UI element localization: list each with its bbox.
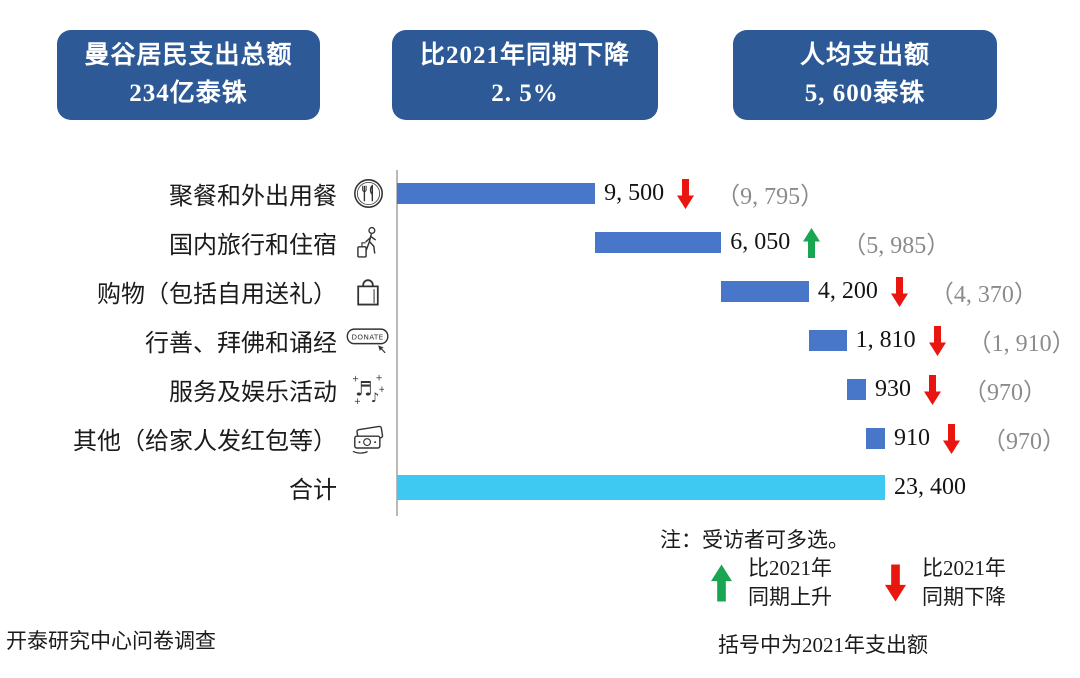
header-box-line2: 234亿泰铢 [129, 80, 248, 107]
previous-year-value: （4, 370） [929, 282, 1038, 308]
value-label: 1, 810 [855, 327, 916, 353]
value-group: 23, 400 [885, 463, 966, 512]
category-label-wrap: 合计 [0, 463, 390, 512]
previous-year-value: （9, 795） [716, 184, 825, 210]
value-label: 4, 200 [817, 278, 878, 304]
chart-axis-line [396, 170, 398, 516]
value-label: 6, 050 [730, 229, 791, 255]
category-label: 购物（包括自用送礼） [97, 282, 337, 308]
category-bar [808, 330, 847, 351]
down-arrow-icon [677, 178, 695, 209]
source-text: 开泰研究中心问卷调查 [6, 629, 216, 653]
up-arrow-icon [711, 562, 732, 604]
category-bar [595, 232, 722, 253]
svg-text:DONATE: DONATE [352, 332, 384, 341]
svg-text:+: + [352, 374, 359, 384]
waterfall-chart: 聚餐和外出用餐 9, 500 （9, 795） 国内旅行和住宿 6, 050 （5, 98… [0, 169, 1080, 512]
money-icon [346, 424, 390, 454]
svg-text:+: + [378, 384, 384, 394]
value-group: 6, 050 （5, 985） [721, 218, 950, 267]
down-arrow-icon [924, 374, 942, 405]
value-group: 9, 500 （9, 795） [595, 169, 824, 218]
down-arrow-icon [885, 563, 906, 603]
category-label-wrap: 行善、拜佛和诵经 DONATE [0, 316, 390, 365]
value-label: 23, 400 [894, 474, 966, 500]
legend-down-label: 比2021年 同期下降 [922, 556, 1006, 609]
donate-icon: DONATE [346, 326, 390, 356]
category-row: 服务及娱乐活动♬♪++++930（970） [0, 365, 1080, 414]
value-label: 910 [894, 425, 930, 451]
category-row: 国内旅行和住宿 6, 050 （5, 985） [0, 218, 1080, 267]
value-group: 4, 200 （4, 370） [809, 267, 1038, 316]
previous-year-value: （5, 985） [842, 233, 951, 259]
previous-year-value: （970） [963, 380, 1048, 406]
previous-year-value: （970） [982, 429, 1066, 455]
header-box-line2: 2. 5% [491, 80, 559, 107]
header-box-yoy-change: 比2021年同期下降 2. 5% [392, 30, 658, 120]
svg-text:+: + [354, 396, 361, 406]
shopping-bag-icon [346, 276, 390, 307]
value-label: 9, 500 [604, 180, 665, 206]
category-label: 其他（给家人发红包等） [73, 429, 337, 455]
header-box-line1: 人均支出额 [799, 42, 930, 69]
total-row: 合计 23, 400 [0, 463, 1080, 512]
value-label: 930 [875, 376, 912, 402]
dining-icon [346, 178, 390, 209]
total-bar [397, 475, 885, 500]
svg-text:+: + [376, 373, 383, 383]
down-arrow-icon [928, 325, 946, 356]
category-label-wrap: 其他（给家人发红包等） [0, 414, 390, 463]
category-label-wrap: 服务及娱乐活动♬♪++++ [0, 365, 390, 414]
svg-text:♬: ♬ [355, 378, 373, 401]
header-box-total-spending: 曼谷居民支出总额 234亿泰铢 [57, 30, 320, 120]
down-arrow-icon [890, 276, 908, 307]
value-group: 910 （970） [885, 414, 1066, 463]
category-row: 聚餐和外出用餐 9, 500 （9, 795） [0, 169, 1080, 218]
previous-year-value: （1, 910） [967, 331, 1076, 357]
legend-up-label: 比2021年 同期上升 [748, 556, 832, 609]
category-label-wrap: 购物（包括自用送礼） [0, 267, 390, 316]
category-bar [397, 183, 596, 204]
category-label: 服务及娱乐活动 [169, 380, 337, 406]
category-bar [846, 379, 867, 400]
category-label: 聚餐和外出用餐 [169, 184, 337, 210]
category-row: 其他（给家人发红包等） 910 （970） [0, 414, 1080, 463]
up-arrow-icon [803, 227, 821, 258]
paren-explanation-text: 括号中为2021年支出额 [718, 633, 928, 657]
header-box-line1: 比2021年同期下降 [419, 42, 630, 69]
trend-legend: 比2021年 同期上升 比2021年 同期下降 [698, 554, 1006, 612]
note-multi-select: 注：受访者可多选。 [660, 528, 849, 552]
header-box-per-capita: 人均支出额 5, 600泰铢 [733, 30, 997, 120]
category-row: 行善、拜佛和诵经 DONATE 1, 810 （1, 910） [0, 316, 1080, 365]
category-label: 合计 [289, 478, 337, 504]
value-group: 930 （970） [866, 365, 1047, 414]
category-label: 行善、拜佛和诵经 [145, 331, 337, 357]
music-notes-icon: ♬♪++++ [346, 373, 390, 406]
traveler-icon [346, 226, 390, 259]
category-label: 国内旅行和住宿 [169, 233, 337, 259]
value-group: 1, 810 （1, 910） [847, 316, 1076, 365]
category-bar [721, 281, 809, 302]
header-box-line1: 曼谷居民支出总额 [84, 42, 293, 69]
category-bar [866, 428, 885, 449]
svg-text:♪: ♪ [371, 391, 379, 406]
category-label-wrap: 国内旅行和住宿 [0, 218, 390, 267]
down-arrow-icon [943, 423, 960, 454]
category-label-wrap: 聚餐和外出用餐 [0, 169, 390, 218]
header-box-line2: 5, 600泰铢 [804, 80, 926, 107]
category-row: 购物（包括自用送礼） 4, 200 （4, 370） [0, 267, 1080, 316]
